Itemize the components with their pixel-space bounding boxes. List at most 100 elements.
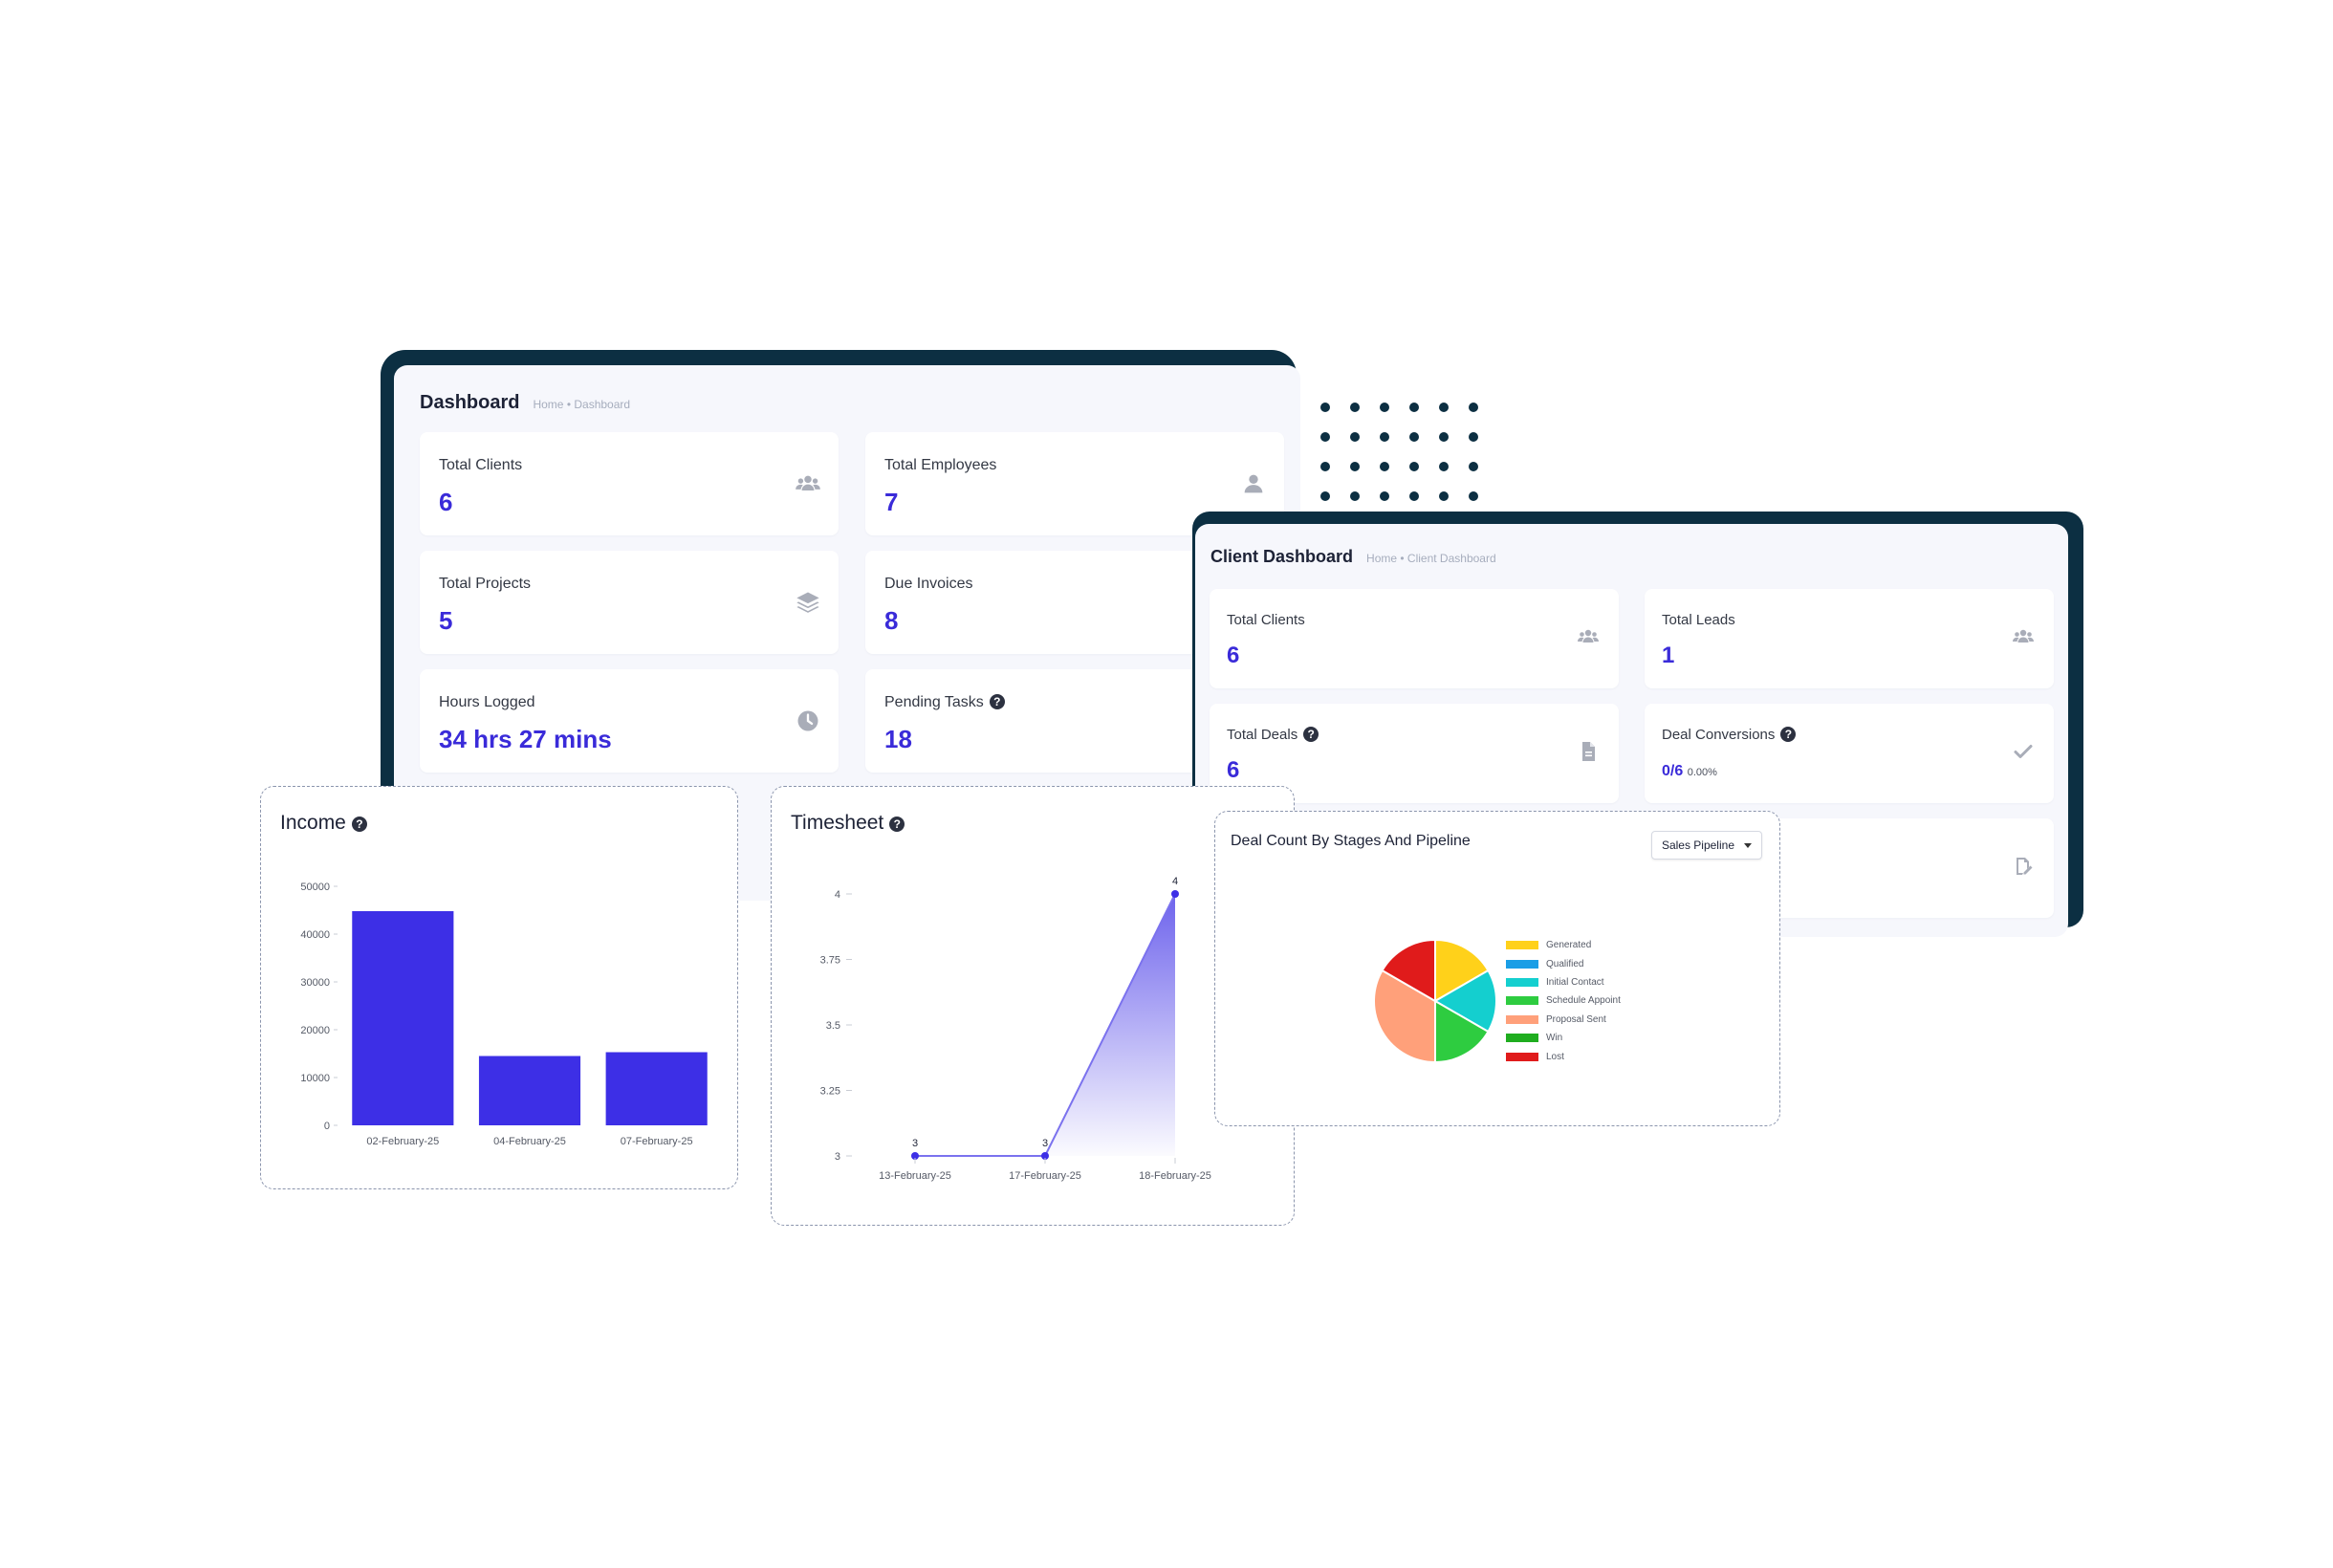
page-title: Dashboard [420, 392, 520, 413]
legend-item[interactable]: Proposal Sent [1506, 1011, 1621, 1029]
card-value: 6 [439, 488, 453, 516]
dashboard-header: Dashboard Home • Dashboard [420, 392, 630, 414]
users-icon [1577, 625, 1600, 648]
card-value: 6 [1227, 757, 1240, 783]
users-icon [795, 470, 821, 497]
y-tick-label: 10000 [300, 1073, 330, 1084]
help-icon[interactable]: ? [989, 694, 1005, 709]
legend-label: Initial Contact [1546, 976, 1604, 988]
layers-icon [795, 589, 821, 616]
legend-swatch [1506, 1034, 1538, 1043]
x-tick-label: 07-February-25 [621, 1136, 693, 1147]
client-dashboard-header: Client Dashboard Home • Client Dashboard [1210, 547, 1496, 567]
decor-dot [1350, 432, 1360, 442]
legend-label: Lost [1546, 1051, 1564, 1062]
card-value: 6 [1227, 642, 1240, 668]
decor-dot [1409, 403, 1419, 412]
legend-item[interactable]: Schedule Appoint [1506, 991, 1621, 1010]
card-label: Total Clients [439, 457, 523, 473]
decor-dot [1439, 491, 1449, 501]
y-tick-label: 3.5 [826, 1020, 840, 1032]
decor-dot [1439, 432, 1449, 442]
widget-title: Income? [280, 812, 367, 835]
card-value: 34 hrs 27 mins [439, 725, 612, 753]
pie-slice[interactable] [1434, 938, 1490, 1003]
pie-slice[interactable] [1432, 969, 1497, 1034]
card-total-clients[interactable]: Total Clients 6 [420, 432, 839, 535]
income-bar[interactable] [605, 1052, 708, 1126]
x-tick-label: 04-February-25 [493, 1136, 566, 1147]
dot-grid-decoration [1316, 398, 1488, 532]
help-icon[interactable]: ? [351, 817, 367, 832]
card-label: Pending Tasks? [884, 694, 1005, 711]
timesheet-area-chart: 3 3.25 3.5 3.75 4 3 13-February-25 3 17-February… [820, 876, 1211, 1182]
card-total-projects[interactable]: Total Projects 5 [420, 551, 839, 654]
legend-label: Generated [1546, 940, 1592, 951]
legend-item[interactable]: Qualified [1506, 954, 1621, 972]
card-value-text: 0/6 [1662, 763, 1684, 779]
card-label: Hours Logged [439, 694, 535, 710]
timesheet-point[interactable] [1041, 1152, 1049, 1160]
card-hours-logged[interactable]: Hours Logged 34 hrs 27 mins [420, 669, 839, 773]
legend-label: Win [1546, 1033, 1563, 1044]
help-icon[interactable]: ? [889, 817, 905, 832]
decor-dot [1320, 462, 1330, 471]
data-label: 4 [1172, 876, 1178, 887]
caret-down-icon [1744, 843, 1752, 848]
pie-legend: Generated Qualified Initial Contact Schedul… [1506, 936, 1621, 1066]
card-label: Total Deals? [1227, 727, 1319, 743]
legend-swatch [1506, 959, 1538, 969]
card-value: 7 [884, 488, 899, 516]
legend-label: Schedule Appoint [1546, 995, 1621, 1007]
decor-dot [1469, 403, 1478, 412]
legend-item[interactable]: Generated [1506, 936, 1621, 954]
legend-swatch [1506, 996, 1538, 1006]
card-deal-conversions[interactable]: Deal Conversions? 0/6 0.00% [1645, 704, 2054, 803]
pipeline-select[interactable]: Sales Pipeline [1650, 831, 1762, 860]
y-tick-label: 0 [324, 1121, 330, 1132]
income-widget: Income? 0 10000 20000 30000 40000 50000 02-Feb… [260, 786, 738, 1189]
y-tick-label: 30000 [300, 977, 330, 989]
decor-dot [1320, 403, 1330, 412]
decor-dot [1350, 462, 1360, 471]
clock-icon [795, 708, 821, 734]
y-tick-label: 3.25 [820, 1086, 840, 1098]
decor-dot [1409, 432, 1419, 442]
pie-slice[interactable] [1434, 999, 1490, 1064]
widget-title: Timesheet? [791, 812, 905, 835]
legend-item[interactable]: Win [1506, 1029, 1621, 1047]
decor-dot [1380, 403, 1389, 412]
card-total-clients[interactable]: Total Clients 6 [1210, 589, 1619, 688]
x-tick-label: 18-February-25 [1139, 1170, 1211, 1182]
breadcrumb[interactable]: Home • Client Dashboard [1366, 552, 1496, 565]
card-label-text: Pending Tasks [884, 694, 984, 710]
edit-icon [2012, 855, 2035, 878]
deal-count-widget: Deal Count By Stages And Pipeline Sales … [1214, 811, 1780, 1126]
data-label: 3 [912, 1138, 918, 1149]
timesheet-point[interactable] [1171, 890, 1179, 898]
legend-item[interactable]: Initial Contact [1506, 973, 1621, 991]
user-icon [1240, 470, 1267, 497]
card-label: Deal Conversions? [1662, 727, 1797, 743]
legend-swatch [1506, 941, 1538, 950]
legend-swatch [1506, 1014, 1538, 1024]
pie-slice[interactable] [1381, 938, 1436, 1003]
pie-slice[interactable] [1373, 969, 1436, 1064]
widget-title-text: Income [280, 812, 346, 834]
card-value: 8 [884, 606, 899, 635]
breadcrumb[interactable]: Home • Dashboard [533, 398, 631, 411]
income-bar[interactable] [352, 911, 454, 1125]
help-icon[interactable]: ? [1780, 727, 1797, 742]
conversion-percent: 0.00% [1687, 767, 1717, 778]
income-bar[interactable] [478, 1056, 581, 1126]
legend-label: Qualified [1546, 958, 1584, 969]
decor-dot [1380, 491, 1389, 501]
x-tick-label: 13-February-25 [879, 1170, 951, 1182]
card-total-leads[interactable]: Total Leads 1 [1645, 589, 2054, 688]
y-tick-label: 3 [835, 1151, 840, 1163]
income-bar-chart: 0 10000 20000 30000 40000 50000 02-February-25… [300, 882, 708, 1147]
timesheet-point[interactable] [911, 1152, 919, 1160]
legend-item[interactable]: Lost [1506, 1047, 1621, 1065]
help-icon[interactable]: ? [1303, 727, 1319, 742]
decor-dot [1469, 432, 1478, 442]
